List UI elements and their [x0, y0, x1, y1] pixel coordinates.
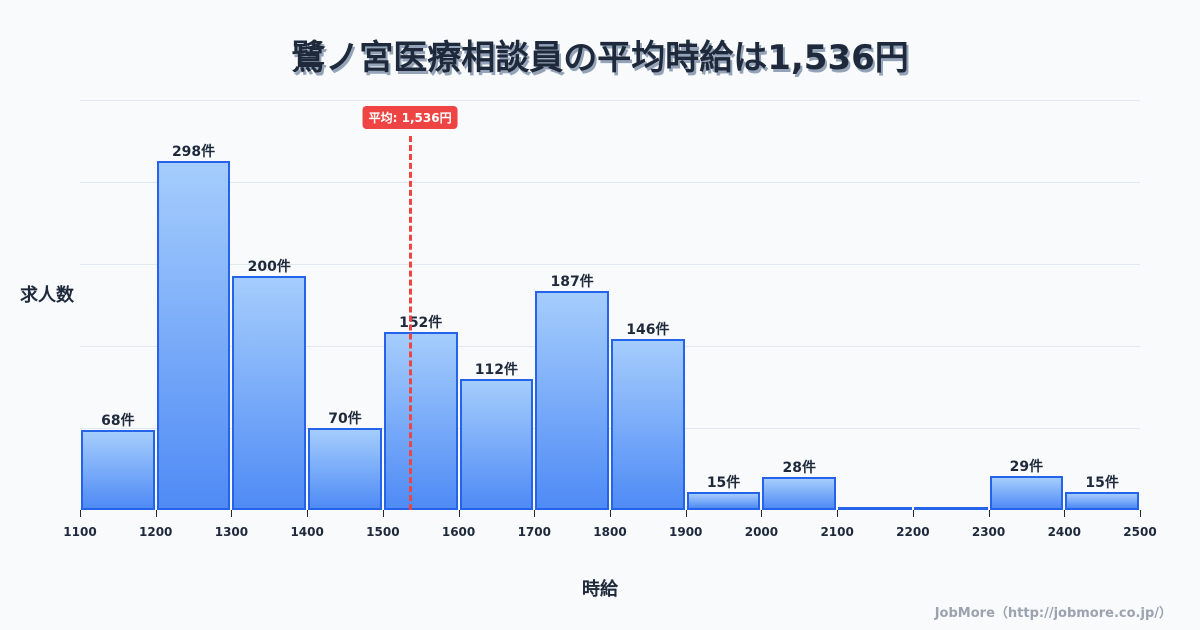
x-axis-tick [761, 510, 763, 517]
x-axis-tick-label: 2400 [1047, 525, 1081, 539]
x-axis-tick [307, 510, 309, 517]
gridline [80, 264, 1140, 265]
x-axis-tick-label: 1100 [63, 525, 97, 539]
x-axis-tick [155, 510, 157, 517]
credit-text: JobMore（http://jobmore.co.jp/） [934, 606, 1172, 621]
x-axis-tick-label: 2100 [820, 525, 854, 539]
average-line [409, 136, 413, 510]
x-axis-tick-label: 1800 [593, 525, 627, 539]
x-axis-tick [685, 510, 687, 517]
gridline [80, 346, 1140, 347]
x-axis-tick-label: 2200 [896, 525, 930, 539]
x-axis-tick [80, 510, 81, 517]
bar-value-label: 200件 [247, 258, 291, 275]
bar-value-label: 15件 [706, 475, 741, 492]
x-axis-tick-label: 1200 [139, 525, 173, 539]
x-axis-tick [912, 510, 914, 517]
x-axis-tick [610, 510, 611, 517]
histogram-bar [913, 507, 988, 510]
bar-value-label: 298件 [171, 143, 216, 160]
bar-value-label: 28件 [782, 460, 817, 477]
bar-value-label: 29件 [1009, 459, 1044, 476]
x-axis-tick [382, 510, 384, 517]
x-axis-tick [231, 510, 233, 517]
x-axis-tick-label: 1400 [290, 525, 324, 539]
bar-value-label: 68件 [101, 413, 135, 430]
x-axis-tick-label: 1500 [366, 525, 400, 539]
histogram-bar [308, 428, 382, 510]
histogram-bar [156, 160, 231, 510]
histogram-bar [838, 507, 912, 510]
x-axis-tick-label: 1700 [517, 525, 551, 539]
histogram-bar [989, 476, 1064, 510]
histogram-bar [686, 492, 761, 510]
bar-value-label: 152件 [399, 314, 443, 331]
bar-value-label: 70件 [328, 411, 362, 427]
gridline [80, 100, 1140, 101]
x-axis-label: 時給 [582, 579, 618, 600]
x-axis-tick-label: 2500 [1123, 525, 1157, 539]
x-axis-tick [458, 510, 460, 517]
x-axis-tick-label: 1900 [669, 525, 703, 539]
x-axis-tick [1064, 510, 1066, 517]
histogram-bar [611, 338, 685, 510]
bar-value-label: 112件 [474, 361, 519, 378]
x-axis-tick-label: 1300 [214, 525, 249, 539]
plot-area: 68件 298件 200件 70件 152件 112件 187件 146件 15件 28件 29件 1… [63, 100, 1157, 539]
x-axis-tick-label: 1600 [441, 525, 476, 539]
histogram-bar [383, 331, 458, 510]
histogram-bar [535, 290, 609, 510]
bar-value-label: 146件 [626, 321, 670, 338]
chart-title: 鷺ノ宮医療相談員の平均時給は1,536円 [291, 38, 909, 78]
histogram-bar [1065, 492, 1139, 510]
x-axis-tick [534, 510, 536, 517]
gridline [80, 428, 1140, 429]
x-axis-tick [1140, 510, 1141, 517]
average-badge: 平均: 1,536円 [362, 106, 458, 129]
y-axis-label: 求人数 [20, 285, 74, 306]
histogram-bar [232, 275, 307, 510]
x-axis-tick-label: 2000 [744, 525, 779, 539]
histogram-bar [762, 477, 837, 510]
histogram-bar [81, 430, 155, 510]
x-axis-tick [837, 510, 839, 517]
bar-value-label: 15件 [1085, 475, 1119, 492]
histogram-bar [459, 378, 534, 510]
bar-value-label: 187件 [550, 273, 594, 290]
gridline [80, 182, 1140, 183]
x-axis-tick [988, 510, 990, 517]
x-axis-tick-label: 2300 [971, 525, 1006, 539]
